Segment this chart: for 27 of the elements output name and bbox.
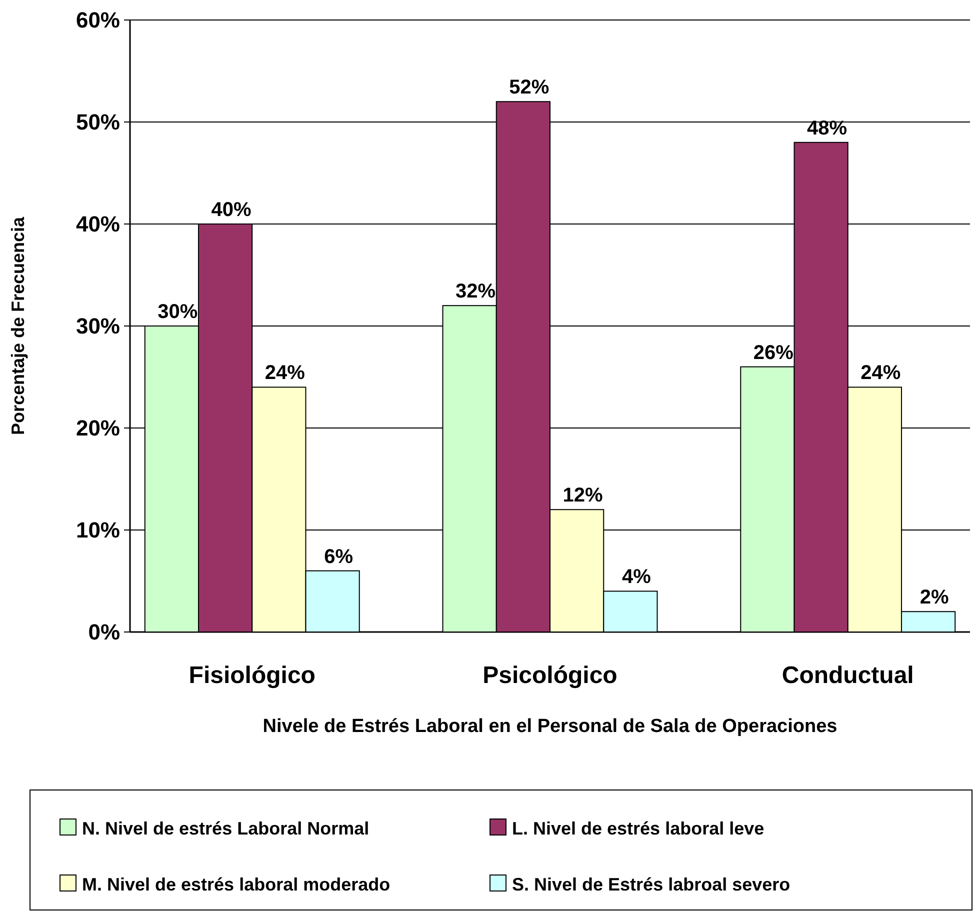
legend-label: M. Nivel de estrés laboral moderado [82,874,390,894]
y-tick-label: 50% [76,110,120,135]
data-label: 6% [324,546,354,568]
legend-label: S. Nivel de Estrés labroal severo [512,874,790,894]
data-label: 24% [264,362,306,384]
data-label: 40% [211,199,252,221]
data-label: 30% [158,301,198,323]
y-tick-label: 0% [88,620,120,645]
y-axis-title: Porcentaje de Frecuencia [8,216,28,436]
y-tick-label: 10% [76,518,120,543]
y-tick-label: 20% [76,416,120,441]
x-tick-label: Fisiológico [188,662,316,689]
data-label: 4% [622,566,652,588]
y-tick-label: 30% [76,314,120,339]
data-label: 12% [562,484,604,507]
x-tick-label: Psicológico [482,662,618,689]
y-tick-label: 60% [76,8,120,33]
legend-label: L. Nivel de estrés laboral leve [512,818,764,838]
data-label: 24% [860,362,901,384]
data-label: 32% [456,280,496,303]
legend-label: N. Nivel de estrés Laboral Normal [82,818,370,838]
x-tick-label: Conductual [782,662,914,689]
y-tick-label: 40% [76,212,120,237]
data-label: 52% [509,76,550,99]
data-label: 2% [920,586,949,609]
data-label: 26% [753,342,794,364]
x-axis-title: Nivele de Estrés Laboral en el Personal de Sala de Operaciones [262,716,838,737]
